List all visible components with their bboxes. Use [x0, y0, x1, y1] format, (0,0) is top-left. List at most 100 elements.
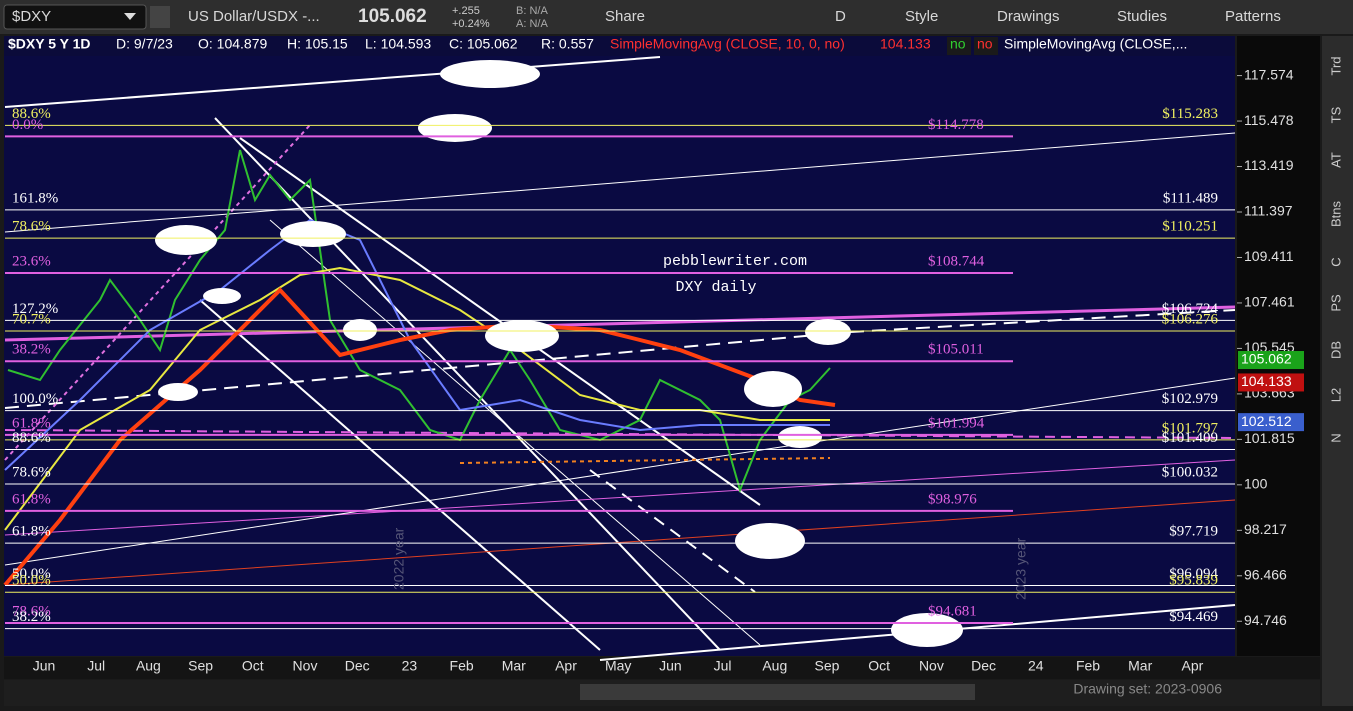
symbol: $DXY — [12, 8, 51, 25]
ratio-label: 61.8% — [12, 524, 51, 540]
y-tick-label: 109.411 — [1244, 248, 1294, 264]
side-tab[interactable]: N — [1328, 433, 1343, 442]
side-tab[interactable]: TS — [1328, 106, 1343, 123]
ask: A: N/A — [516, 18, 548, 30]
price-badge-label: 102.512 — [1241, 413, 1292, 429]
toolbar-button[interactable]: Drawings — [997, 8, 1060, 25]
toolbar-button[interactable]: Patterns — [1225, 8, 1281, 25]
year-watermark: 2022 year — [391, 527, 407, 590]
level-label: $101.994 — [928, 415, 985, 431]
y-tick-label: 111.397 — [1244, 203, 1293, 219]
level-label: $96.094 — [1169, 566, 1218, 582]
x-tick-label: Mar — [502, 658, 526, 674]
link-button[interactable] — [150, 6, 170, 28]
x-tick-label: Sep — [815, 658, 840, 674]
study-2: SimpleMovingAvg (CLOSE,... — [1004, 36, 1187, 52]
x-tick-label: Mar — [1128, 658, 1152, 674]
drawing-set[interactable]: Drawing set: 2023-0906 — [1073, 681, 1222, 697]
y-tick-label: 98.217 — [1244, 521, 1287, 537]
description: US Dollar/USDX -... — [188, 8, 320, 25]
level-label: $110.251 — [1162, 219, 1218, 235]
low: L: 104.593 — [365, 36, 431, 52]
level-label: $94.469 — [1169, 609, 1218, 625]
x-tick-label: Feb — [450, 658, 474, 674]
ratio-label: 78.6% — [12, 603, 51, 619]
x-tick-label: Apr — [555, 658, 577, 674]
side-tab[interactable]: Trd — [1328, 56, 1343, 75]
flag-2[interactable]: no — [977, 36, 993, 52]
level-label: $101.797 — [1162, 420, 1219, 436]
close: C: 105.062 — [449, 36, 518, 52]
level-label: $106.276 — [1162, 311, 1219, 327]
annotation: DXY daily — [675, 279, 756, 296]
ratio-label: 0.0% — [12, 117, 43, 133]
x-tick-label: Nov — [293, 658, 318, 674]
x-tick-label: Jun — [659, 658, 682, 674]
x-tick-label: May — [605, 658, 631, 674]
open: O: 104.879 — [198, 36, 267, 52]
side-tab[interactable]: PS — [1328, 294, 1343, 312]
level-label: $98.976 — [928, 491, 977, 507]
ratio-label: 127.2% — [12, 301, 58, 317]
price-badge-label: 105.062 — [1241, 351, 1292, 367]
high: H: 105.15 — [287, 36, 348, 52]
dropdown-arrow[interactable] — [124, 13, 136, 20]
x-tick-label: Oct — [242, 658, 264, 674]
x-tick-label: Jul — [87, 658, 105, 674]
scroll-thumb[interactable] — [580, 684, 975, 700]
side-tab[interactable]: Btns — [1328, 200, 1343, 227]
ratio-label: 161.8% — [12, 190, 58, 206]
chart-symbol: $DXY 5 Y 1D — [8, 36, 91, 52]
flag-box[interactable] — [974, 37, 998, 55]
x-tick-label: Sep — [188, 658, 213, 674]
flag-box[interactable] — [947, 37, 971, 55]
annotation: pebblewriter.com — [663, 253, 807, 270]
side-panel — [1322, 36, 1353, 706]
side-tab[interactable]: AT — [1328, 152, 1343, 168]
price-badge — [1238, 351, 1304, 370]
bid: B: N/A — [516, 5, 548, 17]
flag-1[interactable]: no — [950, 36, 966, 52]
ratio-label: 23.6% — [12, 253, 51, 269]
x-tick-label: Nov — [919, 658, 944, 674]
chart-area — [4, 56, 1235, 656]
ratio-label: 100.0% — [12, 391, 58, 407]
ratio-label: 70.7% — [12, 311, 51, 327]
ratio-label: 88.6% — [12, 106, 51, 122]
toolbar-button[interactable]: D — [835, 8, 846, 25]
ratio-label: 88.6% — [12, 430, 51, 446]
side-tab[interactable]: L2 — [1328, 388, 1343, 402]
ratio-label: 61.8% — [12, 415, 51, 431]
y-tick-label: 101.815 — [1244, 430, 1295, 446]
ratio-label: 38.2% — [12, 342, 51, 358]
level-label: $102.979 — [1162, 391, 1218, 407]
y-tick-label: 94.746 — [1244, 612, 1287, 628]
study-1: SimpleMovingAvg (CLOSE, 10, 0, no) — [610, 36, 845, 52]
toolbar-button[interactable]: Style — [905, 8, 938, 25]
price-badge — [1238, 373, 1304, 392]
x-tick-label: Jun — [33, 658, 56, 674]
toolbar-button[interactable]: Studies — [1117, 8, 1167, 25]
x-tick-label: Jul — [714, 658, 732, 674]
toolbar-button[interactable]: Share — [605, 8, 645, 25]
y-tick-label: 100 — [1244, 476, 1268, 492]
level-label: $95.839 — [1169, 573, 1218, 589]
level-label: $101.409 — [1162, 430, 1218, 446]
side-tab[interactable]: DB — [1328, 341, 1343, 359]
symbol-box[interactable] — [3, 4, 147, 30]
x-tick-label: Dec — [971, 658, 996, 674]
x-tick-label: Dec — [345, 658, 370, 674]
y-tick-label: 107.461 — [1244, 294, 1295, 310]
side-tab[interactable]: C — [1328, 257, 1343, 266]
x-tick-label: Oct — [868, 658, 890, 674]
y-tick-label: 96.466 — [1244, 566, 1287, 582]
price-badge-label: 104.133 — [1241, 373, 1292, 389]
change: +.255 — [452, 5, 480, 17]
level-label: $111.489 — [1163, 190, 1218, 206]
y-tick-label: 117.574 — [1244, 66, 1294, 82]
price-axis — [1237, 36, 1320, 656]
last-price: 105.062 — [358, 6, 427, 27]
y-tick-label: 113.419 — [1244, 157, 1294, 173]
x-tick-label: Aug — [136, 658, 161, 674]
x-tick-label: 23 — [402, 658, 418, 674]
